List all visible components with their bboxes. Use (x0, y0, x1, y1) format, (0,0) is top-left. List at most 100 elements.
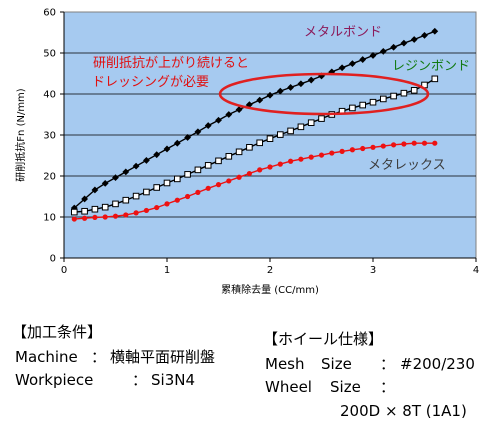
metal-bond-point-0 (70, 204, 78, 212)
mesh-label: Mesh (265, 355, 305, 373)
metalex-point-18 (257, 167, 263, 173)
metal-bond-point-31 (390, 43, 397, 51)
grinding-force-chart: 0 10 20 30 40 50 60 0 1 2 3 4 研削抵抗Fn (N/mm) 累積除去量 … (14, 7, 480, 296)
metal-bond-point-24 (318, 72, 325, 80)
metalex-point-16 (236, 174, 242, 180)
resin-bond-point-1 (81, 207, 88, 215)
metal-bond-point-14 (215, 116, 222, 124)
resin-bond-point-27 (349, 104, 356, 112)
metalex-point-34 (421, 140, 428, 146)
metal-bond-point-12 (194, 128, 202, 136)
metalex-point-5 (123, 212, 129, 218)
workpiece-separator: ： (132, 371, 148, 389)
metal-bond-label: メタルボンド (304, 25, 382, 40)
resin-bond-point-6 (132, 192, 140, 200)
resin-bond-point-32 (400, 89, 408, 97)
metalex-point-12 (195, 189, 201, 195)
resin-bond-point-24 (318, 115, 325, 122)
wheel-value: 200D × 8T (1A1) (340, 402, 467, 420)
machine-label: Machine (15, 348, 78, 366)
metalex-point-33 (411, 140, 417, 146)
resin-bond-point-31 (390, 92, 397, 100)
metal-bond-point-30 (379, 47, 387, 55)
metalex-point-8 (154, 204, 160, 211)
resin-bond-point-8 (153, 184, 160, 191)
metalex-point-1 (82, 215, 88, 221)
metalex-point-10 (174, 197, 180, 203)
resin-bond-point-22 (297, 123, 305, 131)
metal-bond-point-4 (112, 174, 119, 182)
y-tick-label-20: 20 (43, 172, 56, 183)
resin-bond-point-13 (204, 162, 212, 169)
mesh-separator: ： (380, 355, 396, 373)
resin-bond-point-2 (91, 205, 99, 213)
metalex-point-27 (349, 147, 355, 153)
metal-bond-point-20 (276, 87, 284, 95)
metalex-point-26 (339, 148, 345, 154)
metalex-label: メタレックス (368, 158, 446, 173)
metal-bond-point-21 (287, 84, 294, 91)
metalex-point-17 (246, 170, 252, 177)
y-tick-label-30: 30 (43, 131, 56, 142)
metalex-point-23 (308, 154, 314, 160)
x-tick-label-2: 2 (267, 265, 273, 276)
metal-bond-point-27 (349, 60, 356, 68)
metalex-point-28 (360, 145, 366, 152)
resin-bond-point-11 (184, 171, 191, 178)
metal-bond-point-32 (400, 39, 408, 47)
metalex-point-20 (277, 161, 283, 167)
machine-separator: ： (91, 348, 107, 366)
metal-bond-point-3 (101, 179, 109, 187)
resin-bond-point-16 (235, 148, 243, 156)
wheel-spec-title: 【ホイール仕様】 (263, 330, 384, 348)
resin-bond-point-20 (277, 131, 284, 138)
metalex-point-7 (143, 207, 149, 214)
metal-bond-point-28 (359, 56, 367, 63)
metal-bond-point-18 (256, 96, 264, 104)
metal-bond-point-1 (81, 195, 88, 203)
metal-bond-point-15 (225, 111, 233, 118)
resin-bond-label: レジンボンド (392, 59, 470, 74)
metalex-point-6 (133, 210, 139, 216)
metalex-point-15 (226, 178, 232, 184)
metalex-point-0 (71, 216, 77, 222)
metalex-point-14 (215, 182, 222, 188)
resin-bond-point-23 (307, 119, 315, 127)
resin-bond-point-17 (246, 144, 253, 151)
x-tick-label-4: 4 (473, 265, 479, 276)
resin-bond-point-14 (215, 157, 222, 165)
metalex-point-25 (329, 150, 335, 156)
metalex-point-21 (288, 158, 294, 164)
resin-bond-point-29 (369, 98, 377, 106)
metalex-point-35 (432, 140, 438, 146)
y-tick-labels: 0 10 20 30 40 50 60 (43, 8, 56, 265)
wheel-size-label: Size (330, 378, 361, 396)
metalex-point-13 (205, 185, 211, 191)
metalex-point-32 (401, 141, 407, 147)
resin-bond-point-33 (410, 87, 418, 94)
metal-bond-point-26 (338, 64, 346, 72)
dressing-note-line1: 研削抵抗が上がり続けると (93, 56, 249, 71)
metal-bond-point-2 (91, 186, 99, 194)
metalex-point-31 (391, 142, 397, 148)
metal-bond-point-9 (163, 145, 171, 153)
machine-value: 横軸平面研削盤 (110, 348, 216, 366)
mesh-value: #200/230 (400, 355, 475, 373)
x-tick-label-1: 1 (164, 265, 170, 276)
metalex-point-4 (112, 213, 119, 219)
x-tick-label-0: 0 (61, 265, 67, 276)
metal-bond-point-10 (173, 139, 181, 147)
axes (60, 11, 477, 262)
metal-bond-point-11 (184, 134, 191, 141)
x-axis-label: 累積除去量 (CC/mm) (221, 283, 319, 296)
metal-bond-point-16 (235, 106, 243, 113)
metal-bond-point-7 (143, 157, 150, 164)
resin-bond-point-18 (256, 139, 263, 147)
metalex-point-9 (164, 201, 170, 207)
metal-bond-point-34 (421, 31, 428, 39)
y-tick-label-0: 0 (50, 254, 56, 265)
y-axis-label: 研削抵抗Fn (N/mm) (14, 88, 27, 182)
x-tick-label-3: 3 (370, 265, 376, 276)
wheel-label: Wheel (265, 378, 312, 396)
workpiece-value: Si3N4 (151, 371, 195, 389)
